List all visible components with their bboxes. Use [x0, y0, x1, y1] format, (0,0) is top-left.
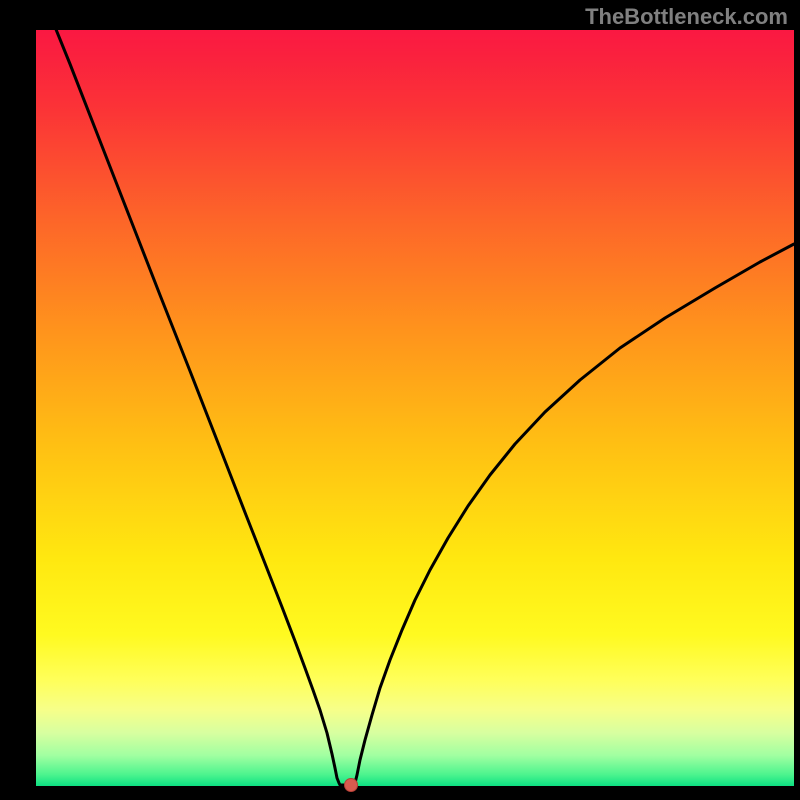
- plot-area: [36, 30, 794, 786]
- curve-line: [36, 30, 794, 786]
- watermark-text: TheBottleneck.com: [585, 4, 788, 30]
- minimum-marker-dot: [344, 778, 358, 792]
